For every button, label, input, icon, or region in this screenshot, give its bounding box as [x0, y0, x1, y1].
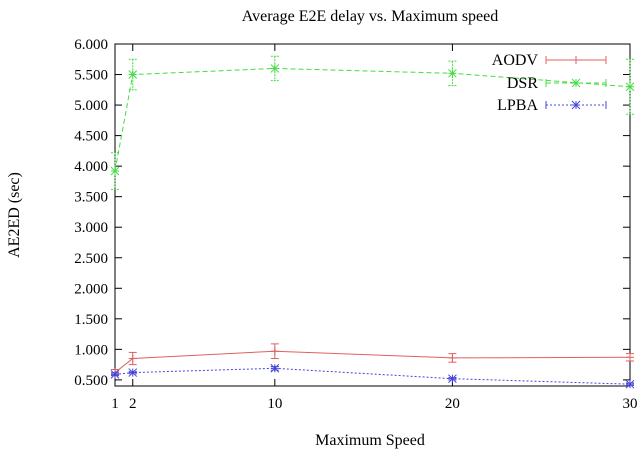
- series-line-dsr: [114, 67, 631, 172]
- legend-label-lpba: LPBA: [497, 97, 538, 114]
- data-point-dsr: [625, 82, 635, 92]
- data-point-aodv: [128, 354, 137, 363]
- data-point-dsr: [448, 68, 457, 78]
- y-tick-label: 5.500: [74, 68, 108, 84]
- x-tick-label: 1: [111, 396, 119, 412]
- x-axis: 1 2 10 20 30: [111, 44, 638, 412]
- series-layer: [110, 55, 635, 389]
- y-axis: 0.500 1.000 1.500 2.000 2.500 3.000 3.500 4.000…: [74, 37, 630, 389]
- y-tick-label: 4.000: [74, 159, 108, 175]
- data-point-dsr: [270, 64, 280, 73]
- y-tick-label: 0.500: [74, 373, 108, 389]
- series-line-lpba: [114, 367, 631, 385]
- series-aodv: [111, 343, 634, 377]
- y-tick-label: 5.000: [74, 98, 108, 114]
- data-point-lpba: [625, 379, 635, 389]
- legend-label-dsr: DSR: [507, 75, 538, 92]
- data-point-dsr: [128, 70, 138, 79]
- y-axis-label: AE2ED (sec): [6, 172, 23, 258]
- data-point-lpba: [270, 363, 280, 373]
- x-tick-label: 2: [129, 396, 137, 412]
- y-tick-label: 1.500: [74, 312, 108, 328]
- series-line-aodv: [114, 350, 631, 373]
- x-tick-label: 30: [623, 396, 638, 412]
- legend-marker-lpba: [571, 100, 581, 110]
- y-tick-label: 2.500: [74, 251, 108, 267]
- data-point-lpba: [128, 368, 138, 377]
- y-tick-label: 2.000: [74, 281, 108, 297]
- x-axis-label: Maximum Speed: [315, 432, 425, 449]
- legend-marker-aodv: [572, 56, 580, 64]
- data-point-dsr: [110, 166, 120, 176]
- x-tick-label: 20: [445, 396, 460, 412]
- data-point-aodv: [270, 347, 279, 356]
- legend: AODV DSR LPBA: [492, 52, 607, 114]
- data-point-aodv: [626, 353, 634, 362]
- data-point-lpba: [448, 374, 457, 384]
- chart-title: Average E2E delay vs. Maximum speed: [242, 8, 499, 25]
- plot-frame: [114, 43, 631, 387]
- series-dsr: [110, 55, 635, 190]
- data-point-aodv: [448, 353, 457, 362]
- series-lpba: [110, 363, 635, 389]
- legend-marker-dsr: [571, 78, 581, 88]
- y-tick-label: 3.500: [74, 190, 108, 206]
- y-tick-label: 3.000: [74, 220, 108, 236]
- y-tick-label: 6.000: [74, 37, 108, 53]
- legend-label-aodv: AODV: [492, 52, 539, 69]
- y-tick-label: 4.500: [74, 129, 108, 145]
- x-tick-label: 10: [267, 396, 282, 412]
- data-point-lpba: [110, 370, 120, 379]
- y-tick-label: 1.000: [74, 342, 108, 358]
